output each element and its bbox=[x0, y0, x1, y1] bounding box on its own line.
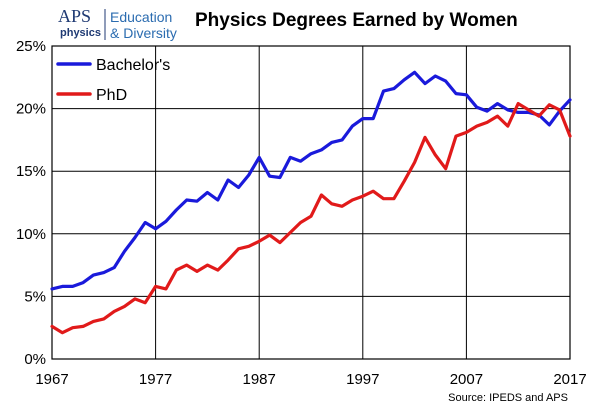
series-line-bachelor-s bbox=[50, 70, 572, 291]
series-lines bbox=[50, 70, 572, 335]
aps-education-diversity-logo: APS physics Education & Diversity bbox=[58, 6, 177, 41]
y-tick-label: 10% bbox=[16, 226, 46, 243]
logo-line2: & Diversity bbox=[110, 25, 177, 41]
logo-sub: physics bbox=[60, 27, 101, 39]
series-line-phd bbox=[50, 101, 572, 335]
x-tick-label: 2017 bbox=[553, 371, 586, 388]
source-note: Source: IPEDS and APS bbox=[448, 392, 568, 404]
axis-tick-labels: 0% 5% 10% 15% 20% 25% 1967 1977 1987 1997 2007 2017 bbox=[16, 38, 587, 388]
chart-title: Physics Degrees Earned by Women bbox=[195, 10, 518, 31]
x-tick-label: 1967 bbox=[35, 371, 68, 388]
x-tick-label: 1977 bbox=[139, 371, 172, 388]
x-tick-label: 2007 bbox=[450, 371, 483, 388]
y-tick-label: 25% bbox=[16, 38, 46, 55]
y-tick-label: 20% bbox=[16, 101, 46, 118]
plot-frame bbox=[51, 45, 571, 360]
y-tick-label: 0% bbox=[24, 351, 46, 368]
legend: Bachelor's PhD bbox=[56, 57, 170, 104]
grid bbox=[51, 45, 571, 360]
y-tick-label: 5% bbox=[24, 288, 46, 305]
x-tick-label: 1997 bbox=[346, 371, 379, 388]
legend-label-phd: PhD bbox=[96, 87, 127, 104]
legend-label-bachelor-s: Bachelor's bbox=[96, 57, 170, 74]
x-tick-label: 1987 bbox=[243, 371, 276, 388]
logo-brand: APS bbox=[58, 6, 91, 26]
y-tick-label: 15% bbox=[16, 163, 46, 180]
logo-line1: Education bbox=[110, 9, 172, 25]
